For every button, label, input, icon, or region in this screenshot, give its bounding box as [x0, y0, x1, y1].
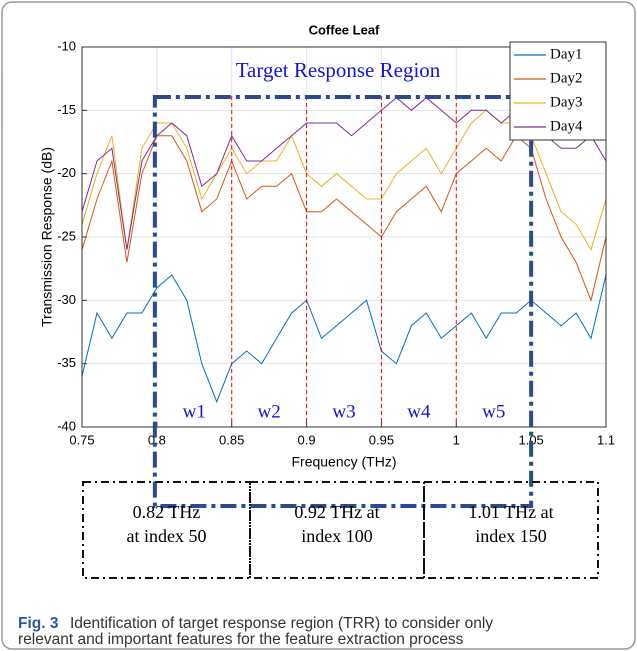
y-tick-label: -25 [57, 228, 76, 243]
window-label: w5 [482, 401, 505, 422]
caption-label: Fig. 3 [18, 615, 59, 632]
y-tick-label: -20 [57, 165, 76, 180]
index-box-text: 1.01 THz at [468, 502, 553, 522]
index-box-text: 0.82 THz [133, 502, 201, 522]
legend-box [509, 41, 607, 141]
x-tick-label: 0.75 [69, 432, 94, 447]
x-tick-label: 1.1 [597, 432, 615, 447]
x-tick-label: 0.85 [219, 432, 244, 447]
index-box-text: index 150 [475, 526, 547, 546]
legend-label: Day3 [550, 94, 583, 110]
index-box-text: 0.92 THz at [294, 502, 379, 522]
y-axis-label: Transmission Response (dB) [39, 147, 55, 327]
target-region [152, 95, 534, 508]
index-box [82, 481, 251, 579]
window-label: w4 [407, 401, 431, 422]
caption-text: Identification of target response region… [70, 615, 493, 632]
x-tick-label: 0.8 [148, 432, 166, 447]
y-tick-label: -35 [57, 355, 76, 370]
chart-title: Coffee Leaf [309, 22, 380, 37]
index-box-text: at index 50 [127, 526, 207, 546]
data-line [82, 274, 606, 404]
axes-frame [81, 46, 607, 428]
window-label: w2 [258, 401, 281, 422]
x-tick-label: 1 [453, 432, 460, 447]
x-tick-label: 1.05 [518, 432, 543, 447]
x-tick-label: 0.9 [298, 432, 316, 447]
legend-label: Day1 [550, 46, 583, 62]
index-box-text: index 100 [301, 526, 373, 546]
legend-label: Day4 [550, 118, 583, 134]
index-box [423, 481, 599, 579]
y-tick-label: -10 [57, 38, 76, 53]
y-tick-label: -30 [57, 292, 76, 307]
window-label: w3 [332, 401, 355, 422]
x-tick-label: 0.95 [369, 432, 394, 447]
region-label: Target Response Region [236, 58, 441, 82]
legend-label: Day2 [550, 70, 583, 86]
caption-text: relevant and important features for the … [18, 631, 464, 648]
y-tick-label: -15 [57, 102, 76, 117]
window-label: w1 [183, 401, 206, 422]
y-tick-label: -40 [57, 418, 76, 433]
x-axis-label: Frequency (THz) [291, 454, 396, 470]
